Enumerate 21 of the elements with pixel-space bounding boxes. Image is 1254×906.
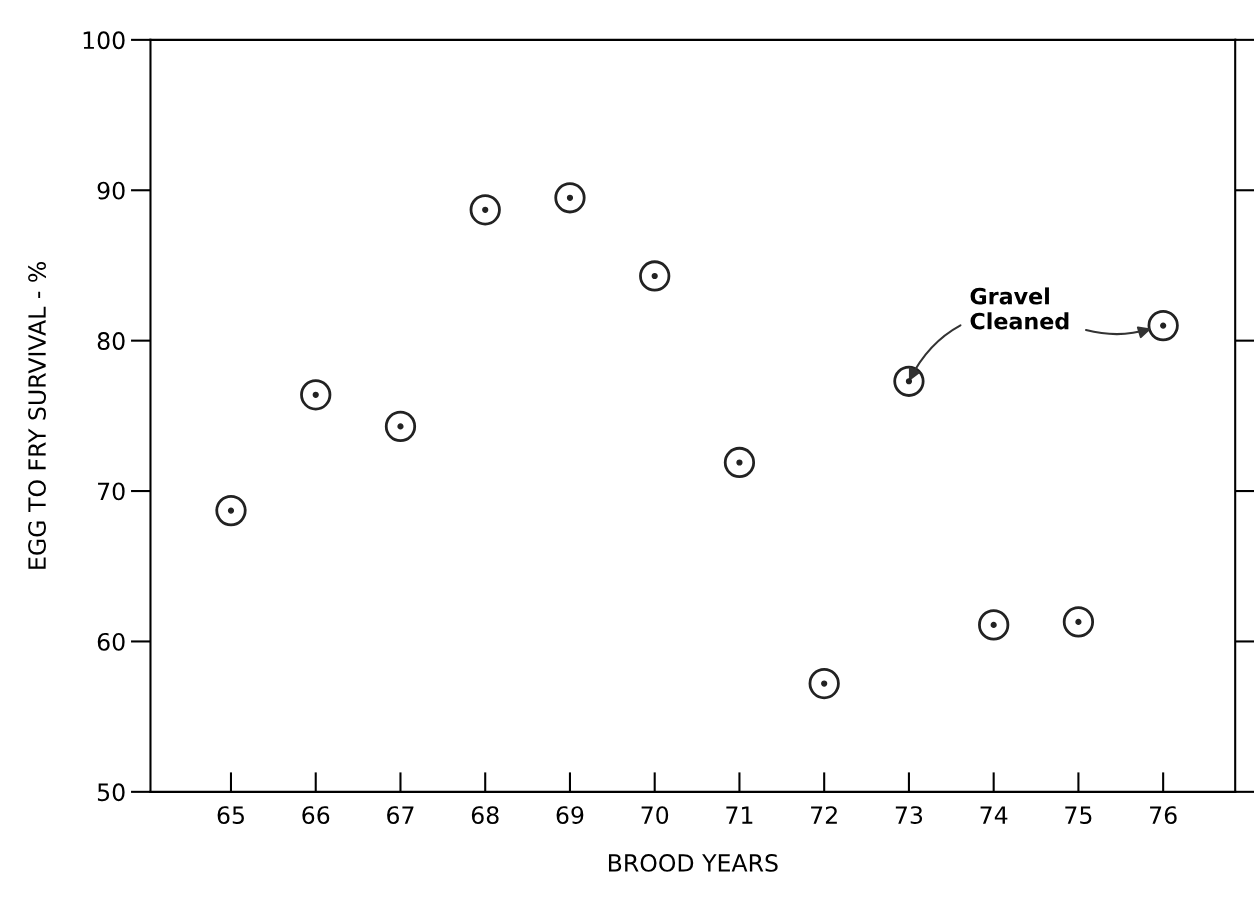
x-tick-label: 72	[811, 806, 837, 824]
x-tick-label: 69	[556, 806, 584, 825]
x-tick-label: 76	[1150, 806, 1177, 825]
x-tick-label: 74	[980, 806, 1008, 824]
x-axis-title: BROOD YEARS	[608, 854, 778, 872]
x-tick-label: 71	[726, 806, 753, 824]
y-tick-label: 90	[97, 181, 125, 200]
annotation: Gravel Cleaned	[970, 287, 1069, 330]
y-tick-label: 100	[83, 31, 125, 50]
x-tick-label: 65	[217, 806, 244, 825]
y-tick-label: 50	[97, 783, 125, 802]
y-tick-label: 60	[97, 632, 125, 651]
x-tick-label: 66	[302, 806, 330, 825]
y-tick-label: 80	[97, 332, 125, 350]
y-axis-title: EGG TO FRY SURVIVAL - %	[28, 261, 46, 569]
x-tick-label: 67	[387, 806, 414, 825]
x-tick-label: 73	[895, 806, 923, 825]
x-tick-label: 68	[471, 806, 499, 825]
x-tick-label: 70	[641, 806, 669, 825]
y-tick-label: 70	[98, 482, 125, 501]
x-tick-label: 75	[1065, 806, 1092, 825]
